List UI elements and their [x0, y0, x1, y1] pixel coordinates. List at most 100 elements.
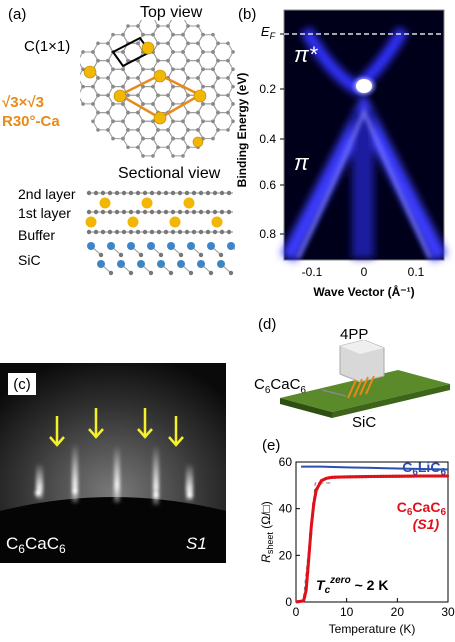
- substrate-label: SiC: [352, 414, 377, 431]
- dirac-point-core: [356, 79, 372, 93]
- arrow-icon: [137, 408, 153, 439]
- carbon-atom: [181, 67, 185, 72]
- carbon-atom: [111, 136, 115, 141]
- carbon-atom: [151, 154, 155, 158]
- carbon-atom: [181, 32, 185, 37]
- probe-label: 4PP: [340, 326, 369, 343]
- data-point: [299, 599, 304, 603]
- carbon-atom: [106, 76, 110, 80]
- y-tick-label: 0: [285, 595, 292, 609]
- leed-sample-label: C6CaC6: [6, 534, 66, 556]
- carbon-atom: [91, 102, 95, 106]
- carbon-atom: [151, 119, 155, 124]
- hex-cell: [137, 20, 159, 36]
- carbon-atom: [226, 110, 230, 115]
- carbon-atom: [186, 76, 190, 80]
- carbon-atom: [211, 136, 215, 141]
- carbon-atom: [171, 67, 175, 72]
- carbon-atom: [141, 84, 145, 89]
- hex-cell: [137, 138, 159, 157]
- ca-atom: [127, 216, 139, 228]
- ca-atom: [85, 216, 97, 228]
- carbon-atom: [135, 190, 141, 196]
- data-point: [385, 474, 389, 478]
- data-point: [348, 475, 352, 479]
- y-ticks: 0.2 0.4 0.6 0.8: [259, 33, 284, 241]
- carbon-atom: [201, 102, 205, 106]
- carbon-atom: [121, 32, 125, 37]
- carbon-atom: [121, 50, 125, 54]
- data-point: [296, 600, 301, 604]
- carbon-atom: [198, 209, 204, 215]
- data-point: [382, 474, 386, 478]
- carbon-atom: [156, 209, 162, 215]
- data-point: [412, 474, 416, 478]
- sectional-lattice: [85, 190, 235, 276]
- si-atom: [177, 260, 185, 268]
- carbon-atom: [219, 209, 225, 215]
- data-point: [336, 475, 340, 479]
- arrow-icons: [49, 408, 184, 447]
- carbon-atom: [151, 67, 155, 72]
- carbon-atom: [212, 209, 218, 215]
- data-point: [424, 474, 428, 478]
- carbon-atom: [198, 190, 204, 196]
- carbon-atom: [177, 229, 183, 235]
- cell-r3-label: √3×√3 R30°-Ca: [2, 93, 60, 131]
- carbon-atom: [156, 229, 162, 235]
- carbon-atom: [226, 128, 230, 132]
- carbon-atom: [138, 252, 144, 258]
- graphene-hex-grid: [80, 20, 235, 158]
- carbon-atom: [126, 110, 130, 115]
- carbon-atom: [226, 58, 230, 63]
- carbon-atom: [93, 209, 99, 215]
- y-axis-label: Binding Energy (eV): [235, 73, 249, 188]
- si-atom: [157, 260, 165, 268]
- carbon-atom: [201, 119, 205, 124]
- carbon-atom: [121, 136, 125, 141]
- carbon-atom: [166, 128, 170, 132]
- arrow-icon: [168, 416, 184, 447]
- panel-d-label: (d): [258, 316, 277, 333]
- carbon-atom: [226, 229, 232, 235]
- cell-r3-line1: √3×√3: [2, 94, 44, 111]
- carbon-atom: [86, 209, 92, 215]
- x-ticks: -0.1 0 0.1: [302, 265, 425, 279]
- data-point: [327, 476, 331, 480]
- data-point: [318, 481, 322, 486]
- carbon-atom: [107, 190, 113, 196]
- cell-r3-line2: R30°-Ca: [2, 113, 60, 130]
- si-atom: [87, 242, 95, 250]
- carbon-atom: [201, 84, 205, 89]
- carbon-atom: [186, 128, 190, 132]
- ca-atom: [141, 197, 153, 209]
- si-atom: [117, 260, 125, 268]
- data-point: [324, 476, 328, 481]
- x-tick: 0.1: [408, 265, 425, 279]
- leed-shadow: [0, 497, 226, 563]
- y-tick: 0.2: [259, 82, 276, 96]
- ca-atom: [141, 41, 155, 55]
- carbon-atom: [136, 24, 140, 28]
- resistance-chart: 0 10 20 30 0 20 40 60 Temperature (K) Rsheet (Ω/□…: [259, 455, 455, 636]
- carbon-atom: [201, 67, 205, 72]
- chart-plot-area: 0 10 20 30 0 20 40 60 Temperature (K) Rsheet (Ω/□…: [259, 455, 455, 636]
- carbon-atom: [212, 190, 218, 196]
- carbon-atom: [186, 145, 190, 150]
- carbon-atom: [136, 41, 140, 46]
- carbon-atom: [156, 24, 160, 28]
- carbon-atom: [171, 50, 175, 54]
- data-point: [442, 474, 447, 478]
- panel-c-label: (c): [13, 376, 31, 393]
- data-point: [309, 532, 313, 536]
- arrow-icon: [49, 416, 65, 447]
- carbon-atom: [128, 229, 134, 235]
- carbon-atom: [226, 93, 230, 98]
- ca-atom: [192, 136, 204, 148]
- carbon-atom: [114, 190, 120, 196]
- data-point: [342, 475, 346, 479]
- carbon-atom: [184, 209, 190, 215]
- carbon-atom: [121, 229, 127, 235]
- carbon-atom: [171, 119, 175, 124]
- ca-atom: [153, 69, 167, 83]
